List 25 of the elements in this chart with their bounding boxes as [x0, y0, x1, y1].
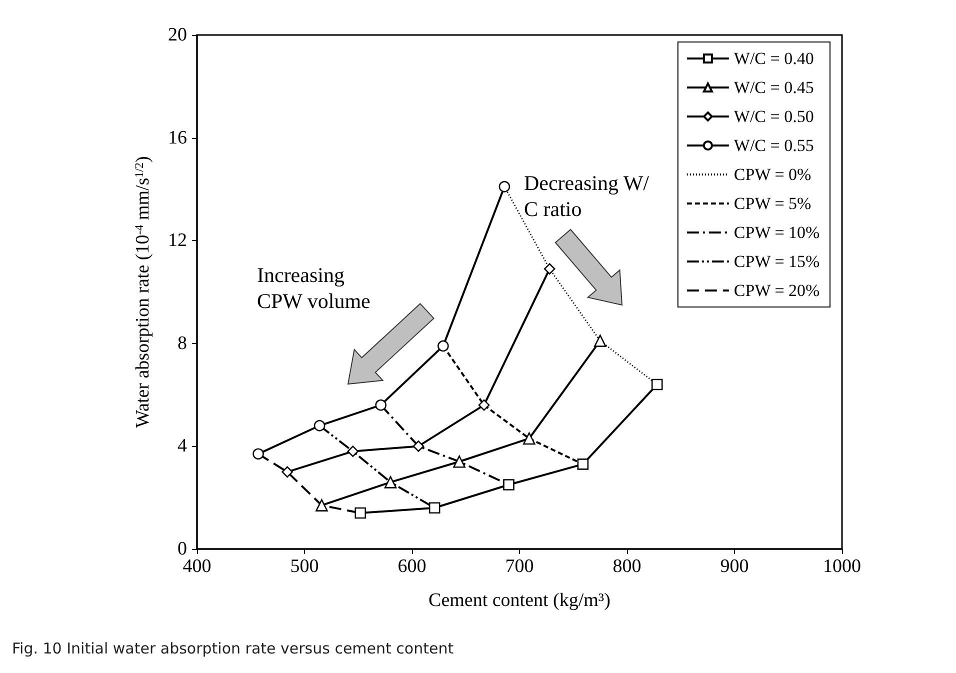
legend-label: W/C = 0.40	[734, 49, 814, 68]
y-tick-label: 12	[168, 230, 187, 252]
legend-label: CPW = 10%	[734, 223, 820, 242]
x-tick-label: 600	[398, 556, 426, 577]
legend-label: W/C = 0.55	[734, 136, 814, 155]
legend-label: W/C = 0.45	[734, 78, 814, 97]
annotation: Increasing CPW volume	[257, 263, 370, 313]
x-tick-label: 500	[290, 556, 319, 577]
y-tick-label: 4	[178, 436, 188, 457]
legend-label: CPW = 20%	[734, 281, 820, 300]
legend-label: CPW = 15%	[734, 252, 820, 271]
y-tick-label: 8	[178, 332, 187, 354]
y-tick-label: 16	[168, 127, 187, 148]
y-axis-title: Water absorption rate (10-4 mm/s1/2)	[132, 156, 154, 428]
x-tick-label: 700	[505, 556, 534, 577]
x-axis-title: Cement content (kg/m³)	[428, 590, 610, 611]
x-tick-label: 900	[720, 556, 749, 577]
x-tick-label: 800	[612, 556, 642, 577]
legend-label: CPW = 5%	[734, 194, 812, 213]
annotation: Decreasing W/C ratio	[524, 171, 650, 221]
legend-label: CPW = 0%	[734, 165, 812, 184]
y-tick-label: 20	[168, 24, 187, 46]
caption: Fig. 10 Initial water absorption rate versus cement content	[12, 640, 454, 658]
legend-label: W/C = 0.50	[734, 107, 814, 126]
x-tick-label: 1000	[823, 556, 861, 577]
